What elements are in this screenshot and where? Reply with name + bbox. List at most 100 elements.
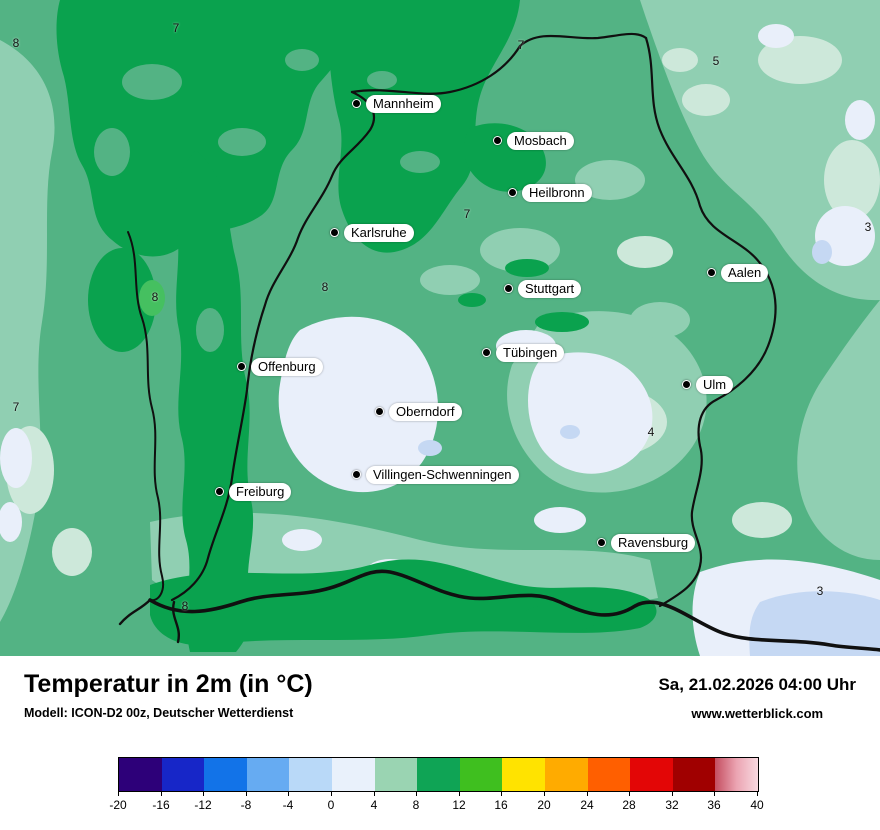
website-label: www.wetterblick.com <box>691 706 824 721</box>
colorbar-segment <box>587 758 631 791</box>
city-dot-icon <box>215 487 224 497</box>
colorbar-tick <box>501 792 502 796</box>
colorbar-tick <box>161 792 162 796</box>
colorbar-segment <box>331 758 375 791</box>
city-dot-icon <box>375 407 384 417</box>
city-dot-icon <box>352 470 361 480</box>
temp-value-label: 5 <box>712 54 720 68</box>
colorbar-segment <box>630 758 673 791</box>
mottling-spots <box>94 49 440 352</box>
colorbar-tick <box>459 792 460 796</box>
colorbar-tick-label: 8 <box>412 798 420 812</box>
city-dot-icon <box>237 362 246 372</box>
colorbar-tick-label: 12 <box>452 798 466 812</box>
temperature-map <box>0 0 880 656</box>
city-label: Stuttgart <box>518 280 582 298</box>
city-dot-icon <box>352 99 361 109</box>
city-label: Ulm <box>696 376 734 394</box>
temp-value-label: 3 <box>864 220 872 234</box>
city-marker-mosbach: Mosbach <box>493 132 574 150</box>
colorbar-tick-label: 36 <box>707 798 721 812</box>
colorbar-tick <box>672 792 673 796</box>
colorbar-tick-label: 20 <box>537 798 551 812</box>
city-dot-icon <box>597 538 606 548</box>
colorbar-segment <box>204 758 247 791</box>
city-dot-icon <box>707 268 716 278</box>
colorbar-tick <box>757 792 758 796</box>
model-info: Modell: ICON-D2 00z, Deutscher Wetterdie… <box>24 706 294 720</box>
colorbar-tick-label: -12 <box>194 798 212 812</box>
city-dot-icon <box>508 188 517 198</box>
temp-value-label: 8 <box>181 599 189 613</box>
colorbar-tick <box>587 792 588 796</box>
colorbar-tick <box>544 792 545 796</box>
city-marker-mannheim: Mannheim <box>352 95 441 113</box>
colorbar-tick-label: 28 <box>622 798 636 812</box>
colorbar-segment <box>544 758 588 791</box>
city-dot-icon <box>493 136 502 146</box>
city-label: Aalen <box>721 264 769 282</box>
temp-value-label: 4 <box>647 425 655 439</box>
city-label: Mannheim <box>366 95 441 113</box>
city-label: Villingen-Schwenningen <box>366 466 519 484</box>
colorbar-tick-label: -4 <box>282 798 294 812</box>
colorbar-tick-label: -20 <box>109 798 127 812</box>
colorbar-segment <box>289 758 332 791</box>
city-marker-stuttgart: Stuttgart <box>504 280 582 298</box>
colorbar-segment <box>119 758 162 791</box>
colorbar-segment <box>246 758 290 791</box>
page-title: Temperatur in 2m (in °C) <box>24 670 313 698</box>
colorbar-tick-label: 0 <box>327 798 335 812</box>
city-dot-icon <box>482 348 491 358</box>
city-marker-oberndorf: Oberndorf <box>375 403 462 421</box>
city-label: Freiburg <box>229 483 292 501</box>
map-graphic <box>0 0 880 656</box>
colorbar-tick-label: 24 <box>580 798 594 812</box>
colorbar-tick <box>118 792 119 796</box>
colorbar-segment <box>672 758 716 791</box>
map-footer: Temperatur in 2m (in °C) Modell: ICON-D2… <box>0 656 880 830</box>
colorbar-area: -20 -16 -12 -8 -4 0 4 8 12 16 20 24 28 3… <box>0 752 880 822</box>
temp-value-label: 8 <box>321 280 329 294</box>
warm-spot <box>139 280 165 316</box>
colorbar-tick <box>714 792 715 796</box>
colorbar-segment <box>417 758 460 791</box>
city-marker-karlsruhe: Karlsruhe <box>330 224 414 242</box>
colorbar-segment <box>459 758 503 791</box>
city-label: Ravensburg <box>611 534 696 552</box>
forecast-datetime: Sa, 21.02.2026 04:00 Uhr <box>658 675 856 694</box>
city-marker-tuebingen: Tübingen <box>482 344 565 362</box>
city-marker-freiburg: Freiburg <box>215 483 292 501</box>
temperature-colorbar <box>118 757 759 792</box>
colorbar-tick <box>203 792 204 796</box>
city-dot-icon <box>682 380 691 390</box>
colorbar-tick-label: 32 <box>665 798 679 812</box>
colorbar-segment <box>161 758 205 791</box>
colorbar-segment <box>715 758 758 791</box>
colorbar-tick-label: 40 <box>750 798 764 812</box>
colorbar-segment <box>374 758 418 791</box>
colorbar-tick-label: -16 <box>152 798 170 812</box>
city-marker-aalen: Aalen <box>707 264 769 282</box>
colorbar-tick-label: 4 <box>370 798 378 812</box>
city-label: Offenburg <box>251 358 323 376</box>
colorbar-tick <box>629 792 630 796</box>
city-dot-icon <box>504 284 513 294</box>
bright-green-regions <box>56 0 657 652</box>
city-marker-ulm: Ulm <box>682 376 734 394</box>
city-marker-villingen-schwenningen: Villingen-Schwenningen <box>352 466 519 484</box>
colorbar-tick-label: -8 <box>240 798 252 812</box>
colorbar-tick <box>246 792 247 796</box>
city-marker-ravensburg: Ravensburg <box>597 534 696 552</box>
city-label: Tübingen <box>496 344 565 362</box>
city-label: Heilbronn <box>522 184 592 202</box>
city-label: Mosbach <box>507 132 574 150</box>
colorbar-tick <box>331 792 332 796</box>
temp-value-label: 7 <box>12 400 20 414</box>
temp-value-label: 3 <box>816 584 824 598</box>
colorbar-tick <box>288 792 289 796</box>
colorbar-tick <box>374 792 375 796</box>
city-dot-icon <box>330 228 339 238</box>
temp-value-label: 7 <box>517 38 525 52</box>
